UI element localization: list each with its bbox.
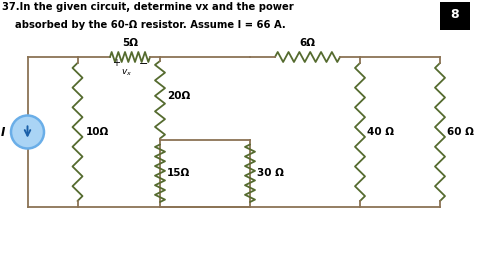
Text: +: + bbox=[112, 58, 120, 69]
Circle shape bbox=[11, 116, 44, 148]
Text: 37.In the given circuit, determine vx and the power: 37.In the given circuit, determine vx an… bbox=[2, 2, 294, 12]
FancyBboxPatch shape bbox=[440, 2, 470, 29]
Text: 30 Ω: 30 Ω bbox=[257, 168, 284, 178]
Text: absorbed by the 60-Ω resistor. Assume I = 66 A.: absorbed by the 60-Ω resistor. Assume I … bbox=[15, 19, 286, 29]
Text: 6Ω: 6Ω bbox=[299, 38, 316, 49]
Text: 15Ω: 15Ω bbox=[167, 168, 190, 178]
Text: I: I bbox=[0, 125, 5, 139]
Text: 60 Ω: 60 Ω bbox=[447, 127, 474, 137]
Text: 40 Ω: 40 Ω bbox=[367, 127, 394, 137]
Text: 5Ω: 5Ω bbox=[122, 38, 138, 49]
Text: 20Ω: 20Ω bbox=[167, 91, 190, 101]
Text: 8: 8 bbox=[451, 9, 459, 22]
Text: 10Ω: 10Ω bbox=[86, 127, 109, 137]
Text: $v_x$: $v_x$ bbox=[121, 68, 132, 78]
Text: −: − bbox=[138, 58, 148, 69]
